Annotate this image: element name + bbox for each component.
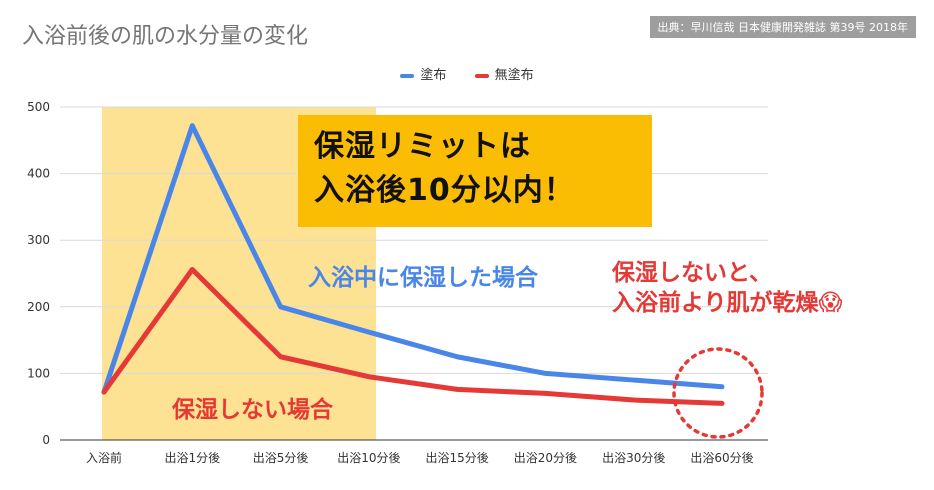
main-callout-line-1: 保湿リミットは <box>314 129 531 164</box>
source-badge: 出典：早川信哉 日本健康開発雑誌 第39号 2018年 <box>649 16 916 38</box>
series-line-uncoated <box>101 267 725 406</box>
x-tick-label: 入浴前 <box>86 450 122 465</box>
x-tick-label: 出浴15分後 <box>426 451 489 465</box>
main-callout: 保湿リミットは 入浴後10分以内！ <box>298 115 652 227</box>
y-tick-label: 300 <box>27 233 50 247</box>
chart-title: 入浴前後の肌の水分量の変化 <box>22 24 309 49</box>
dry-warning-line-1: 保湿しないと、 <box>612 260 773 286</box>
annotation-uncoated: 保湿しない場合 <box>172 397 333 423</box>
x-tick-label: 出浴1分後 <box>164 451 220 465</box>
legend-label-uncoated: 無塗布 <box>494 68 534 83</box>
dry-warning-line-2: 入浴前より肌が乾燥😱 <box>612 290 843 316</box>
y-tick-label: 100 <box>27 366 50 380</box>
x-tick-label: 出浴10分後 <box>337 451 400 465</box>
y-tick-label: 400 <box>27 167 50 181</box>
y-tick-label: 0 <box>42 433 50 447</box>
x-tick-label: 出浴5分後 <box>253 451 309 465</box>
annotation-dry-warning: 保湿しないと、 入浴前より肌が乾燥😱 <box>612 258 843 318</box>
legend-swatch-coated <box>400 73 415 78</box>
main-callout-line-2: 入浴後10分以内！ <box>314 173 575 208</box>
series-line-coated <box>101 123 725 395</box>
legend-swatch-uncoated <box>474 73 489 78</box>
legend-label-coated: 塗布 <box>420 68 447 83</box>
annotation-coated: 入浴中に保湿した場合 <box>308 265 538 291</box>
x-tick-label: 出浴30分後 <box>602 451 665 465</box>
x-tick-label: 出浴20分後 <box>514 451 577 465</box>
legend: 塗布 無塗布 <box>0 64 934 83</box>
y-tick-label: 200 <box>27 300 50 314</box>
x-tick-label: 出浴60分後 <box>690 451 753 465</box>
legend-item-coated: 塗布 <box>400 64 446 83</box>
y-tick-label: 500 <box>27 100 50 114</box>
legend-item-uncoated: 無塗布 <box>474 64 534 83</box>
highlight-circle <box>672 347 764 439</box>
